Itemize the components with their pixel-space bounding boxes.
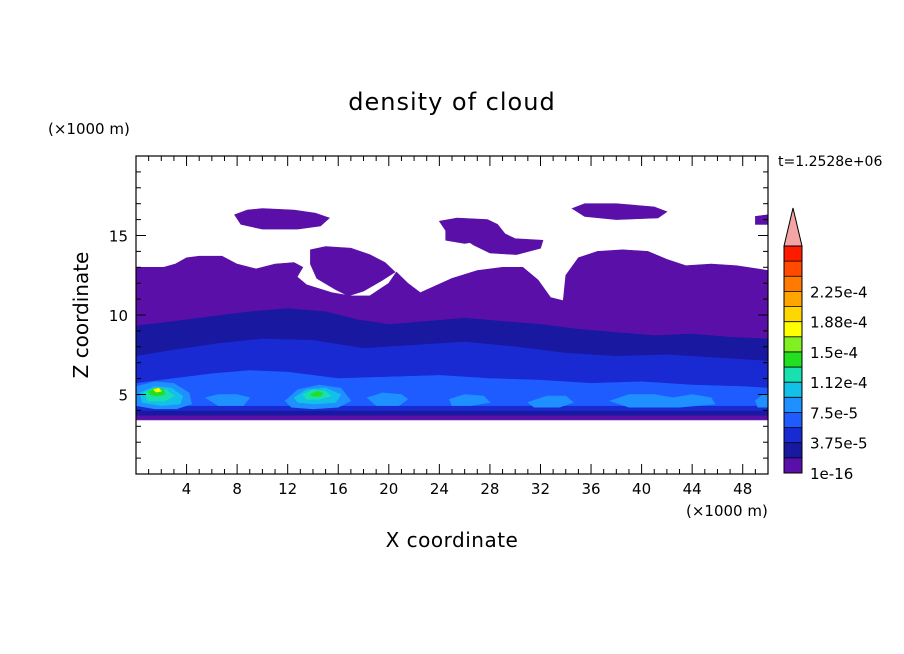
contour-region-25 <box>153 387 162 393</box>
colorbar-cell <box>784 382 802 398</box>
contour-region-6 <box>571 203 668 220</box>
colorbar-label: 1.5e-4 <box>810 344 858 362</box>
chart-title: density of cloud <box>348 88 556 116</box>
colorbar-label: 7.5e-5 <box>810 404 858 422</box>
colorbar-label: 2.25e-4 <box>810 283 868 301</box>
colorbar-cell <box>784 321 802 338</box>
colorbar-cell <box>784 276 802 292</box>
x-unit-label: (×1000 m) <box>686 502 768 520</box>
y-tick-label: 5 <box>118 387 128 405</box>
x-tick-label: 12 <box>278 480 297 498</box>
contour-region-18 <box>755 394 768 408</box>
x-tick-label: 44 <box>683 480 702 498</box>
x-tick-label: 24 <box>430 480 449 498</box>
colorbar-cell <box>784 261 802 277</box>
colorbar-label: 1.88e-4 <box>810 314 868 332</box>
contour-region-3 <box>234 208 330 230</box>
contour-region-24 <box>309 390 324 397</box>
x-tick-label: 8 <box>232 480 242 498</box>
colorbar-cell <box>784 336 802 353</box>
colorbar-cell <box>784 351 802 368</box>
colorbar-cell <box>784 306 802 322</box>
contour-region-5 <box>445 228 484 244</box>
x-tick-label: 36 <box>581 480 600 498</box>
timestamp-label: t=1.2528e+06 <box>778 154 883 170</box>
colorbar-over-triangle <box>783 207 803 247</box>
colorbar-cell <box>784 427 802 444</box>
y-tick-label: 15 <box>109 228 128 246</box>
colorbar-cell <box>784 457 802 474</box>
colorbar-cell <box>784 246 802 262</box>
colorbar-label: 3.75e-5 <box>810 435 868 453</box>
x-axis-label: X coordinate <box>385 528 519 552</box>
contour-region-7 <box>755 214 768 225</box>
contour-region-14 <box>366 392 409 406</box>
colorbar-cell <box>784 291 802 307</box>
x-tick-label: 20 <box>379 480 398 498</box>
x-tick-label: 16 <box>329 480 348 498</box>
colorbar-label: 1e-16 <box>810 465 853 483</box>
x-tick-label: 4 <box>182 480 192 498</box>
colorbar-cell <box>784 367 802 383</box>
x-tick-label: 48 <box>733 480 752 498</box>
contour-region-13 <box>204 394 251 406</box>
contour-region-16 <box>527 395 574 408</box>
y-unit-label: (×1000 m) <box>48 120 130 138</box>
colorbar-label: 1.12e-4 <box>810 374 868 392</box>
x-tick-label: 40 <box>632 480 651 498</box>
x-tick-label: 32 <box>531 480 550 498</box>
contour-region-1 <box>310 246 396 297</box>
colorbar-cell <box>784 412 802 428</box>
colorbar-cell <box>784 442 802 459</box>
contour-region-15 <box>449 394 491 406</box>
y-tick-label: 10 <box>109 307 128 325</box>
contour-region-17 <box>609 394 716 408</box>
contour-fills <box>136 203 768 421</box>
x-tick-label: 28 <box>480 480 499 498</box>
colorbar-cell <box>784 397 802 413</box>
colorbar: 1e-16 3.75e-5 7.5e-5 1.12e-4 1.5e-4 1.88e-4 2.… <box>783 207 868 483</box>
